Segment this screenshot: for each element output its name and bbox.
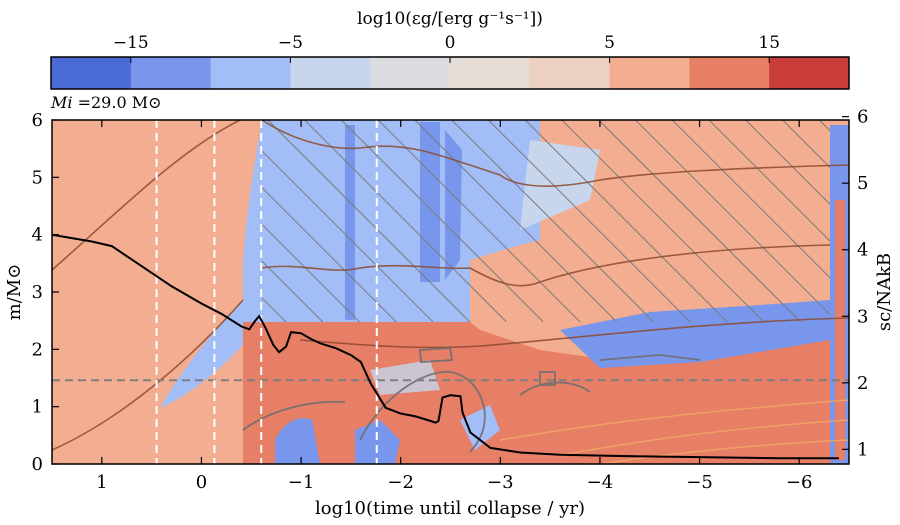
y-tick-label: 5 (32, 167, 43, 188)
colorbar-tick-label: −15 (113, 33, 149, 53)
phase-dashed-lines (155, 120, 378, 464)
y2-axis-label: sc/NAkB (874, 253, 895, 331)
entropy-contours (52, 120, 849, 451)
colorbar-bin (130, 57, 212, 89)
x-tick-label: −6 (786, 472, 813, 493)
colorbar-label: log10(εg/[erg g⁻¹s⁻¹]) (357, 9, 543, 29)
colorbar-bin (290, 57, 371, 89)
x-tick-label: −3 (487, 472, 514, 493)
radiative-tongue (160, 300, 243, 408)
x-tick-label: −5 (686, 472, 713, 493)
core-grey-patch (370, 360, 440, 395)
colorbar-tick-label: 15 (758, 33, 780, 53)
y-axis-label: m/M⊙ (4, 264, 25, 321)
x-tick-label: 0 (196, 472, 207, 493)
hatched-region (262, 120, 830, 322)
colorbar-tick-label: 0 (445, 33, 456, 53)
x-axis-label: log10(time until collapse / yr) (315, 498, 585, 519)
x-tick-label: −2 (387, 472, 414, 493)
y2-tick-label: 2 (857, 373, 868, 394)
colorbar-bin (769, 57, 850, 89)
late-contours (499, 399, 849, 464)
x-tick-label: −4 (587, 472, 614, 493)
y-tick-label: 1 (32, 397, 43, 418)
colorbar (51, 57, 850, 89)
colorbar-tick-label: −5 (278, 33, 303, 53)
colorbar-bin (450, 57, 531, 89)
composition-contours (242, 347, 701, 453)
x-tick-label: −1 (288, 472, 315, 493)
left-core-pocket (275, 418, 320, 464)
y-axis-ticks: 0 1 2 3 4 5 6 (32, 110, 59, 475)
y-tick-label: 4 (32, 225, 43, 246)
plot-area (52, 120, 849, 464)
y-tick-label: 0 (32, 454, 43, 475)
x-tick-label: 1 (96, 472, 107, 493)
y2-tick-label: 6 (857, 107, 868, 128)
colorbar-bin (210, 57, 291, 89)
colorbar-bin (529, 57, 611, 89)
core-entropy-curve (52, 233, 839, 460)
initial-mass-symbol: Mi (50, 93, 73, 112)
colorbar-bin (370, 57, 451, 89)
y2-tick-label: 3 (857, 306, 868, 327)
initial-mass-annotation: Mi =29.0 M⊙ (50, 93, 162, 112)
y2-tick-label: 5 (857, 173, 868, 194)
colorbar-tick-label: 5 (604, 33, 615, 53)
colorbar-tick-labels: −15 −5 0 5 15 (113, 33, 780, 53)
x-axis-ticks: 1 0 −1 −2 −3 −4 −5 −6 (96, 120, 812, 493)
mid-core-pocket (355, 420, 400, 464)
right-edge-band-inner (835, 200, 845, 460)
mid-core-pocket-2 (460, 405, 500, 450)
colorbar-ticks (130, 57, 770, 63)
y-tick-label: 2 (32, 339, 43, 360)
colorbar-bin (609, 57, 690, 89)
y-tick-label: 3 (32, 282, 43, 303)
y-tick-label: 6 (32, 110, 43, 131)
initial-mass-value: =29.0 M⊙ (78, 93, 162, 112)
colorbar-bin (689, 57, 770, 89)
y2-tick-label: 4 (857, 240, 868, 261)
y2-tick-label: 1 (857, 439, 868, 460)
colorbar-bin (51, 57, 132, 89)
y2-axis-ticks: 1 2 3 4 5 6 (842, 107, 868, 460)
